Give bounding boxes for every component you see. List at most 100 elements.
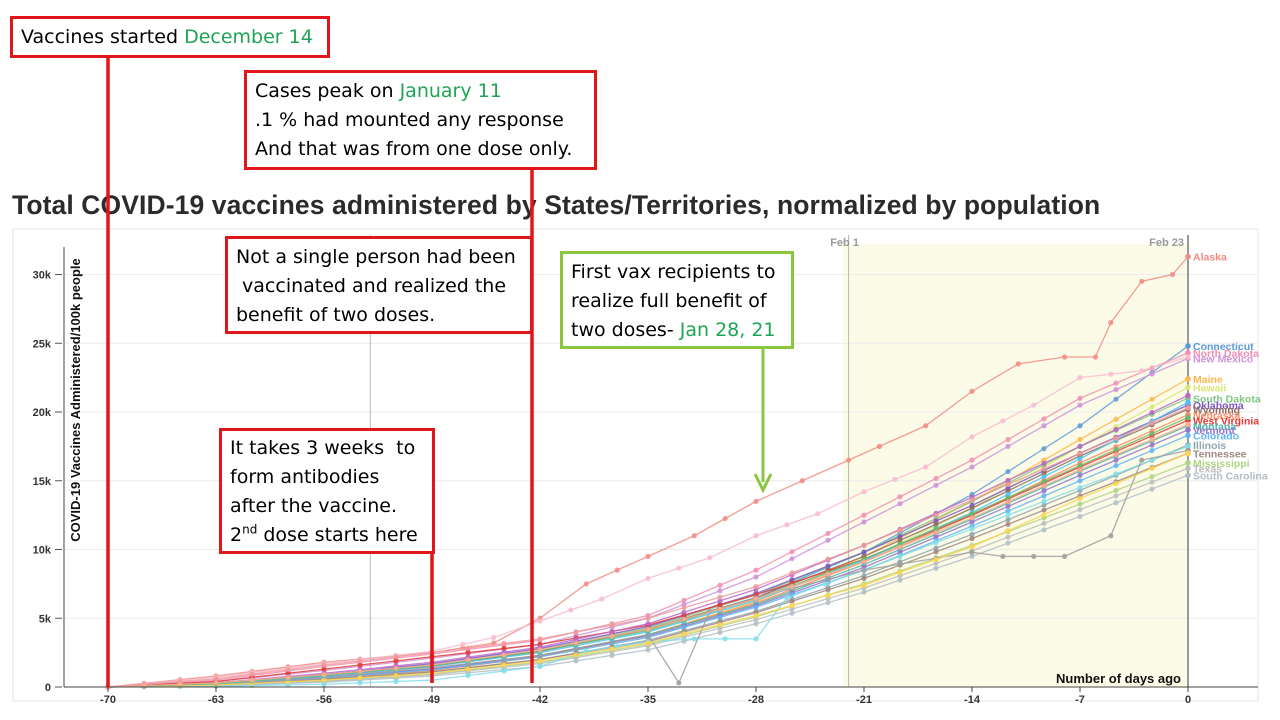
data-point xyxy=(1185,384,1191,391)
data-point xyxy=(789,549,795,555)
data-point xyxy=(1113,416,1119,422)
data-point xyxy=(1185,350,1191,356)
not-single-line-2: vaccinated and realized the xyxy=(236,275,507,297)
three-weeks-line-2: form antibodies xyxy=(230,466,380,488)
data-point xyxy=(465,650,471,656)
data-point xyxy=(691,533,697,539)
data-point xyxy=(969,544,975,550)
data-point xyxy=(1077,496,1083,502)
data-point xyxy=(1041,488,1047,494)
plot-frame xyxy=(12,228,1259,702)
data-point xyxy=(1041,483,1047,489)
data-point xyxy=(1077,478,1083,484)
data-point xyxy=(1185,399,1191,406)
data-point xyxy=(537,647,543,653)
data-point xyxy=(1113,500,1119,506)
data-point xyxy=(491,634,497,641)
series-end-label: Montana xyxy=(1193,421,1236,433)
data-point xyxy=(969,464,975,470)
series-end-label: North Dakota xyxy=(1193,348,1259,360)
data-point xyxy=(1041,446,1047,452)
y-tick-label: 5k xyxy=(39,613,52,625)
data-point xyxy=(825,556,831,562)
data-point xyxy=(393,665,399,671)
first-vax-date: Jan 28, 21 xyxy=(679,319,776,341)
data-point xyxy=(249,671,255,677)
data-point xyxy=(1113,487,1119,493)
data-point xyxy=(1113,426,1119,433)
data-point xyxy=(1077,375,1083,381)
three-weeks-line-4: 2nd dose starts here xyxy=(230,521,424,550)
data-point xyxy=(861,512,867,518)
data-point xyxy=(1005,528,1011,534)
data-point xyxy=(717,582,723,588)
data-point xyxy=(717,614,723,620)
data-point xyxy=(583,581,589,587)
cases-peak-callout: Cases peak on January 11 .1 % had mounte… xyxy=(244,70,597,170)
data-point xyxy=(1077,463,1083,469)
data-point xyxy=(537,618,543,624)
data-point xyxy=(753,596,759,602)
data-point xyxy=(645,575,651,581)
data-point xyxy=(357,668,363,675)
data-point xyxy=(1113,471,1119,477)
data-point xyxy=(1041,498,1047,504)
y-tick-label: 30k xyxy=(33,270,52,282)
data-point xyxy=(825,563,831,569)
data-point xyxy=(645,621,651,627)
data-point xyxy=(825,571,831,577)
data-point xyxy=(1185,465,1191,472)
data-point xyxy=(1149,430,1155,437)
data-point xyxy=(573,658,579,664)
data-point xyxy=(1169,271,1176,278)
data-point xyxy=(1005,503,1011,510)
data-point xyxy=(825,587,831,593)
data-point xyxy=(933,521,939,527)
three-weeks-callout: It takes 3 weeks to form antibodies afte… xyxy=(219,428,435,554)
data-point xyxy=(861,549,867,555)
data-point xyxy=(1113,493,1119,499)
data-point xyxy=(691,636,697,642)
data-point xyxy=(573,652,579,658)
data-point xyxy=(1005,477,1011,483)
data-point xyxy=(1077,501,1083,507)
data-point xyxy=(1041,466,1047,472)
x-tick-label: -14 xyxy=(964,694,981,706)
data-point xyxy=(1185,421,1191,428)
data-point xyxy=(1185,354,1191,360)
series-line xyxy=(107,445,1189,688)
data-point xyxy=(213,676,219,682)
data-point xyxy=(969,553,975,559)
data-point xyxy=(1041,416,1047,422)
data-point xyxy=(897,537,903,543)
series-end-label: Maine xyxy=(1193,374,1223,386)
data-point xyxy=(717,629,723,636)
data-point xyxy=(393,672,399,679)
cases-peak-line-2: .1 % had mounted any response xyxy=(255,109,564,131)
data-point xyxy=(1077,395,1083,401)
data-point xyxy=(1113,446,1119,453)
data-point xyxy=(1041,507,1047,513)
vaccines-started-date: December 14 xyxy=(184,26,313,48)
data-point xyxy=(789,556,795,562)
data-point xyxy=(1185,376,1191,382)
data-point xyxy=(933,526,939,532)
data-point xyxy=(933,534,939,540)
data-point xyxy=(1041,423,1047,429)
data-point xyxy=(1005,534,1011,540)
data-point xyxy=(645,553,651,559)
data-point xyxy=(1108,320,1114,326)
data-point xyxy=(969,388,975,394)
data-point xyxy=(1185,472,1191,479)
data-point xyxy=(609,633,615,639)
data-point xyxy=(789,570,795,576)
data-point xyxy=(681,616,687,622)
data-point xyxy=(357,658,363,664)
data-point xyxy=(1005,468,1011,475)
data-point xyxy=(897,534,903,540)
data-point xyxy=(1041,512,1047,518)
data-point xyxy=(933,512,939,518)
data-point xyxy=(815,511,821,517)
data-point xyxy=(717,588,723,594)
